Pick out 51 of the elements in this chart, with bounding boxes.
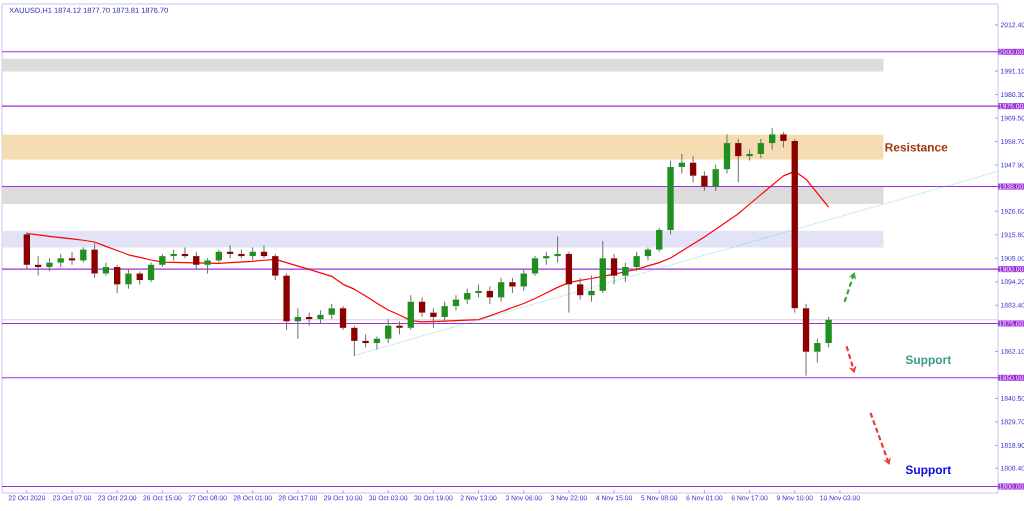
candlestick bbox=[701, 170, 708, 192]
candlestick bbox=[351, 325, 358, 357]
annotation: Support bbox=[905, 465, 952, 477]
candlestick bbox=[193, 251, 200, 270]
candlestick bbox=[407, 294, 414, 331]
candlestick bbox=[565, 251, 573, 314]
candlestick bbox=[283, 272, 290, 331]
candlestick bbox=[385, 318, 392, 344]
candlestick bbox=[520, 268, 527, 292]
candlestick bbox=[430, 307, 437, 329]
candlestick bbox=[814, 338, 821, 364]
candlestick bbox=[791, 138, 798, 314]
candlestick bbox=[46, 257, 53, 272]
candlestick bbox=[441, 301, 448, 322]
candlestick bbox=[57, 253, 64, 268]
candlestick bbox=[723, 133, 731, 175]
candlestick bbox=[746, 149, 753, 161]
candlestick bbox=[531, 255, 539, 277]
candlestick bbox=[136, 270, 143, 285]
band-label: Resistance bbox=[885, 142, 948, 152]
candlestick bbox=[464, 288, 471, 305]
candlestick bbox=[170, 249, 177, 261]
candlestick bbox=[475, 283, 482, 298]
candlestick bbox=[802, 303, 810, 377]
annotation: Support bbox=[905, 355, 952, 367]
candlestick bbox=[362, 333, 369, 348]
candlestick bbox=[735, 138, 742, 183]
candlestick bbox=[125, 268, 132, 290]
candlestick bbox=[656, 227, 663, 253]
candlestick bbox=[825, 316, 832, 348]
candlestick bbox=[147, 262, 155, 283]
candlestick bbox=[328, 303, 335, 320]
candlestick bbox=[497, 277, 505, 303]
candlestick bbox=[689, 155, 697, 183]
candlestick bbox=[554, 236, 561, 264]
candlestick bbox=[418, 296, 426, 318]
candlestick bbox=[23, 231, 30, 270]
candlestick bbox=[317, 309, 324, 324]
candlestick bbox=[339, 305, 347, 331]
candlestick bbox=[238, 249, 245, 259]
candlestick bbox=[633, 251, 640, 272]
candlestick bbox=[114, 264, 121, 294]
candlestick bbox=[588, 275, 595, 303]
candlestick bbox=[599, 240, 606, 294]
candlestick bbox=[91, 242, 98, 279]
candlestick bbox=[757, 138, 765, 159]
candlestick bbox=[610, 253, 618, 285]
candlestick bbox=[159, 253, 166, 268]
candlestick bbox=[272, 253, 279, 281]
candlestick bbox=[667, 159, 674, 235]
candlestick bbox=[712, 164, 719, 192]
